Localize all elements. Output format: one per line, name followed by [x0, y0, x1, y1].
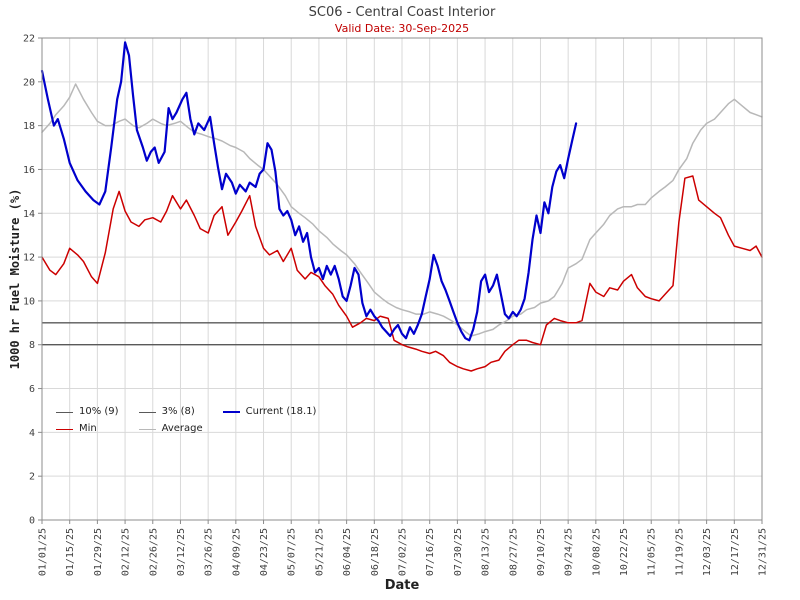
- x-tick-label: 06/04/25: [342, 528, 353, 576]
- legend-column: 3% (8) Average: [138, 406, 203, 435]
- x-tick-label: 01/29/25: [93, 528, 104, 576]
- series-line: [40, 41, 578, 342]
- chart-title: SC06 - Central Coast Interior: [308, 5, 496, 20]
- y-tick-label: 8: [29, 340, 35, 351]
- y-tick-label: 4: [29, 428, 35, 439]
- x-axis-label: Date: [384, 578, 420, 593]
- x-tick-label: 06/18/25: [370, 528, 381, 576]
- x-tick-label: 12/17/25: [730, 528, 741, 576]
- x-tick-label: 07/02/25: [398, 528, 409, 576]
- legend-label: 3% (8): [161, 406, 195, 417]
- y-tick-label: 0: [29, 516, 35, 527]
- legend-item: Min: [56, 423, 119, 435]
- legend-line-marker: [56, 428, 73, 430]
- legend-label: Average: [161, 423, 203, 434]
- legend-line-marker: [138, 428, 156, 430]
- x-tick-label: 12/31/25: [758, 528, 769, 576]
- y-tick-label: 2: [29, 472, 35, 483]
- y-tick-label: 14: [23, 209, 35, 220]
- y-tick-label: 10: [23, 296, 35, 307]
- x-tick-label: 12/03/25: [702, 528, 713, 576]
- x-tick-label: 09/24/25: [564, 528, 575, 576]
- x-tick-label: 01/01/25: [38, 528, 49, 576]
- x-tick-label: 04/09/25: [231, 528, 242, 576]
- x-tick-label: 03/12/25: [176, 528, 187, 576]
- x-tick-label: 05/07/25: [287, 528, 298, 576]
- x-tick-label: 10/22/25: [619, 528, 630, 576]
- chart-valid-date-subtitle: Valid Date: 30-Sep-2025: [334, 22, 470, 35]
- y-tick-label: 12: [23, 253, 35, 264]
- y-tick-label: 16: [23, 165, 35, 176]
- y-tick-label: 20: [23, 77, 35, 88]
- x-tick-label: 09/10/25: [536, 528, 547, 576]
- x-tick-label: 07/30/25: [453, 528, 464, 576]
- x-tick-label: 02/26/25: [148, 528, 159, 576]
- y-axis-label: 1000 hr Fuel Moisture (%): [8, 188, 22, 370]
- x-tick-label: 03/26/25: [204, 528, 215, 576]
- legend-label: 10% (9): [79, 406, 119, 417]
- y-tick-label: 18: [23, 121, 35, 132]
- legend-item: 10% (9): [56, 406, 119, 418]
- x-tick-label: 02/12/25: [121, 528, 132, 576]
- legend-column: 10% (9) Min: [56, 406, 119, 435]
- legend-line-marker: [222, 411, 240, 413]
- x-tick-label: 04/23/25: [259, 528, 270, 576]
- x-tick-label: 08/13/25: [481, 528, 492, 576]
- x-tick-label: 07/16/25: [425, 528, 436, 576]
- legend-item: 3% (8): [138, 406, 203, 418]
- x-tick-label: 05/21/25: [314, 528, 325, 576]
- legend-column: Current (18.1): [222, 406, 317, 435]
- y-tick-label: 22: [23, 34, 35, 45]
- x-tick-label: 01/15/25: [65, 528, 76, 576]
- legend-item: Current (18.1): [222, 406, 317, 418]
- chart-legend: 10% (9) Min 3% (8) Average Current (18.1): [56, 406, 316, 435]
- legend-label: Current (18.1): [245, 406, 317, 417]
- y-tick-label: 6: [29, 384, 35, 395]
- x-tick-label: 08/27/25: [508, 528, 519, 576]
- series-line: [41, 175, 763, 372]
- legend-line-marker: [138, 411, 156, 413]
- x-tick-label: 11/05/25: [647, 528, 658, 576]
- x-tick-label: 10/08/25: [591, 528, 602, 576]
- legend-line-marker: [56, 411, 73, 413]
- legend-label: Min: [79, 423, 97, 434]
- series-line: [41, 83, 763, 337]
- x-tick-label: 11/19/25: [674, 528, 685, 576]
- legend-item: Average: [138, 423, 203, 435]
